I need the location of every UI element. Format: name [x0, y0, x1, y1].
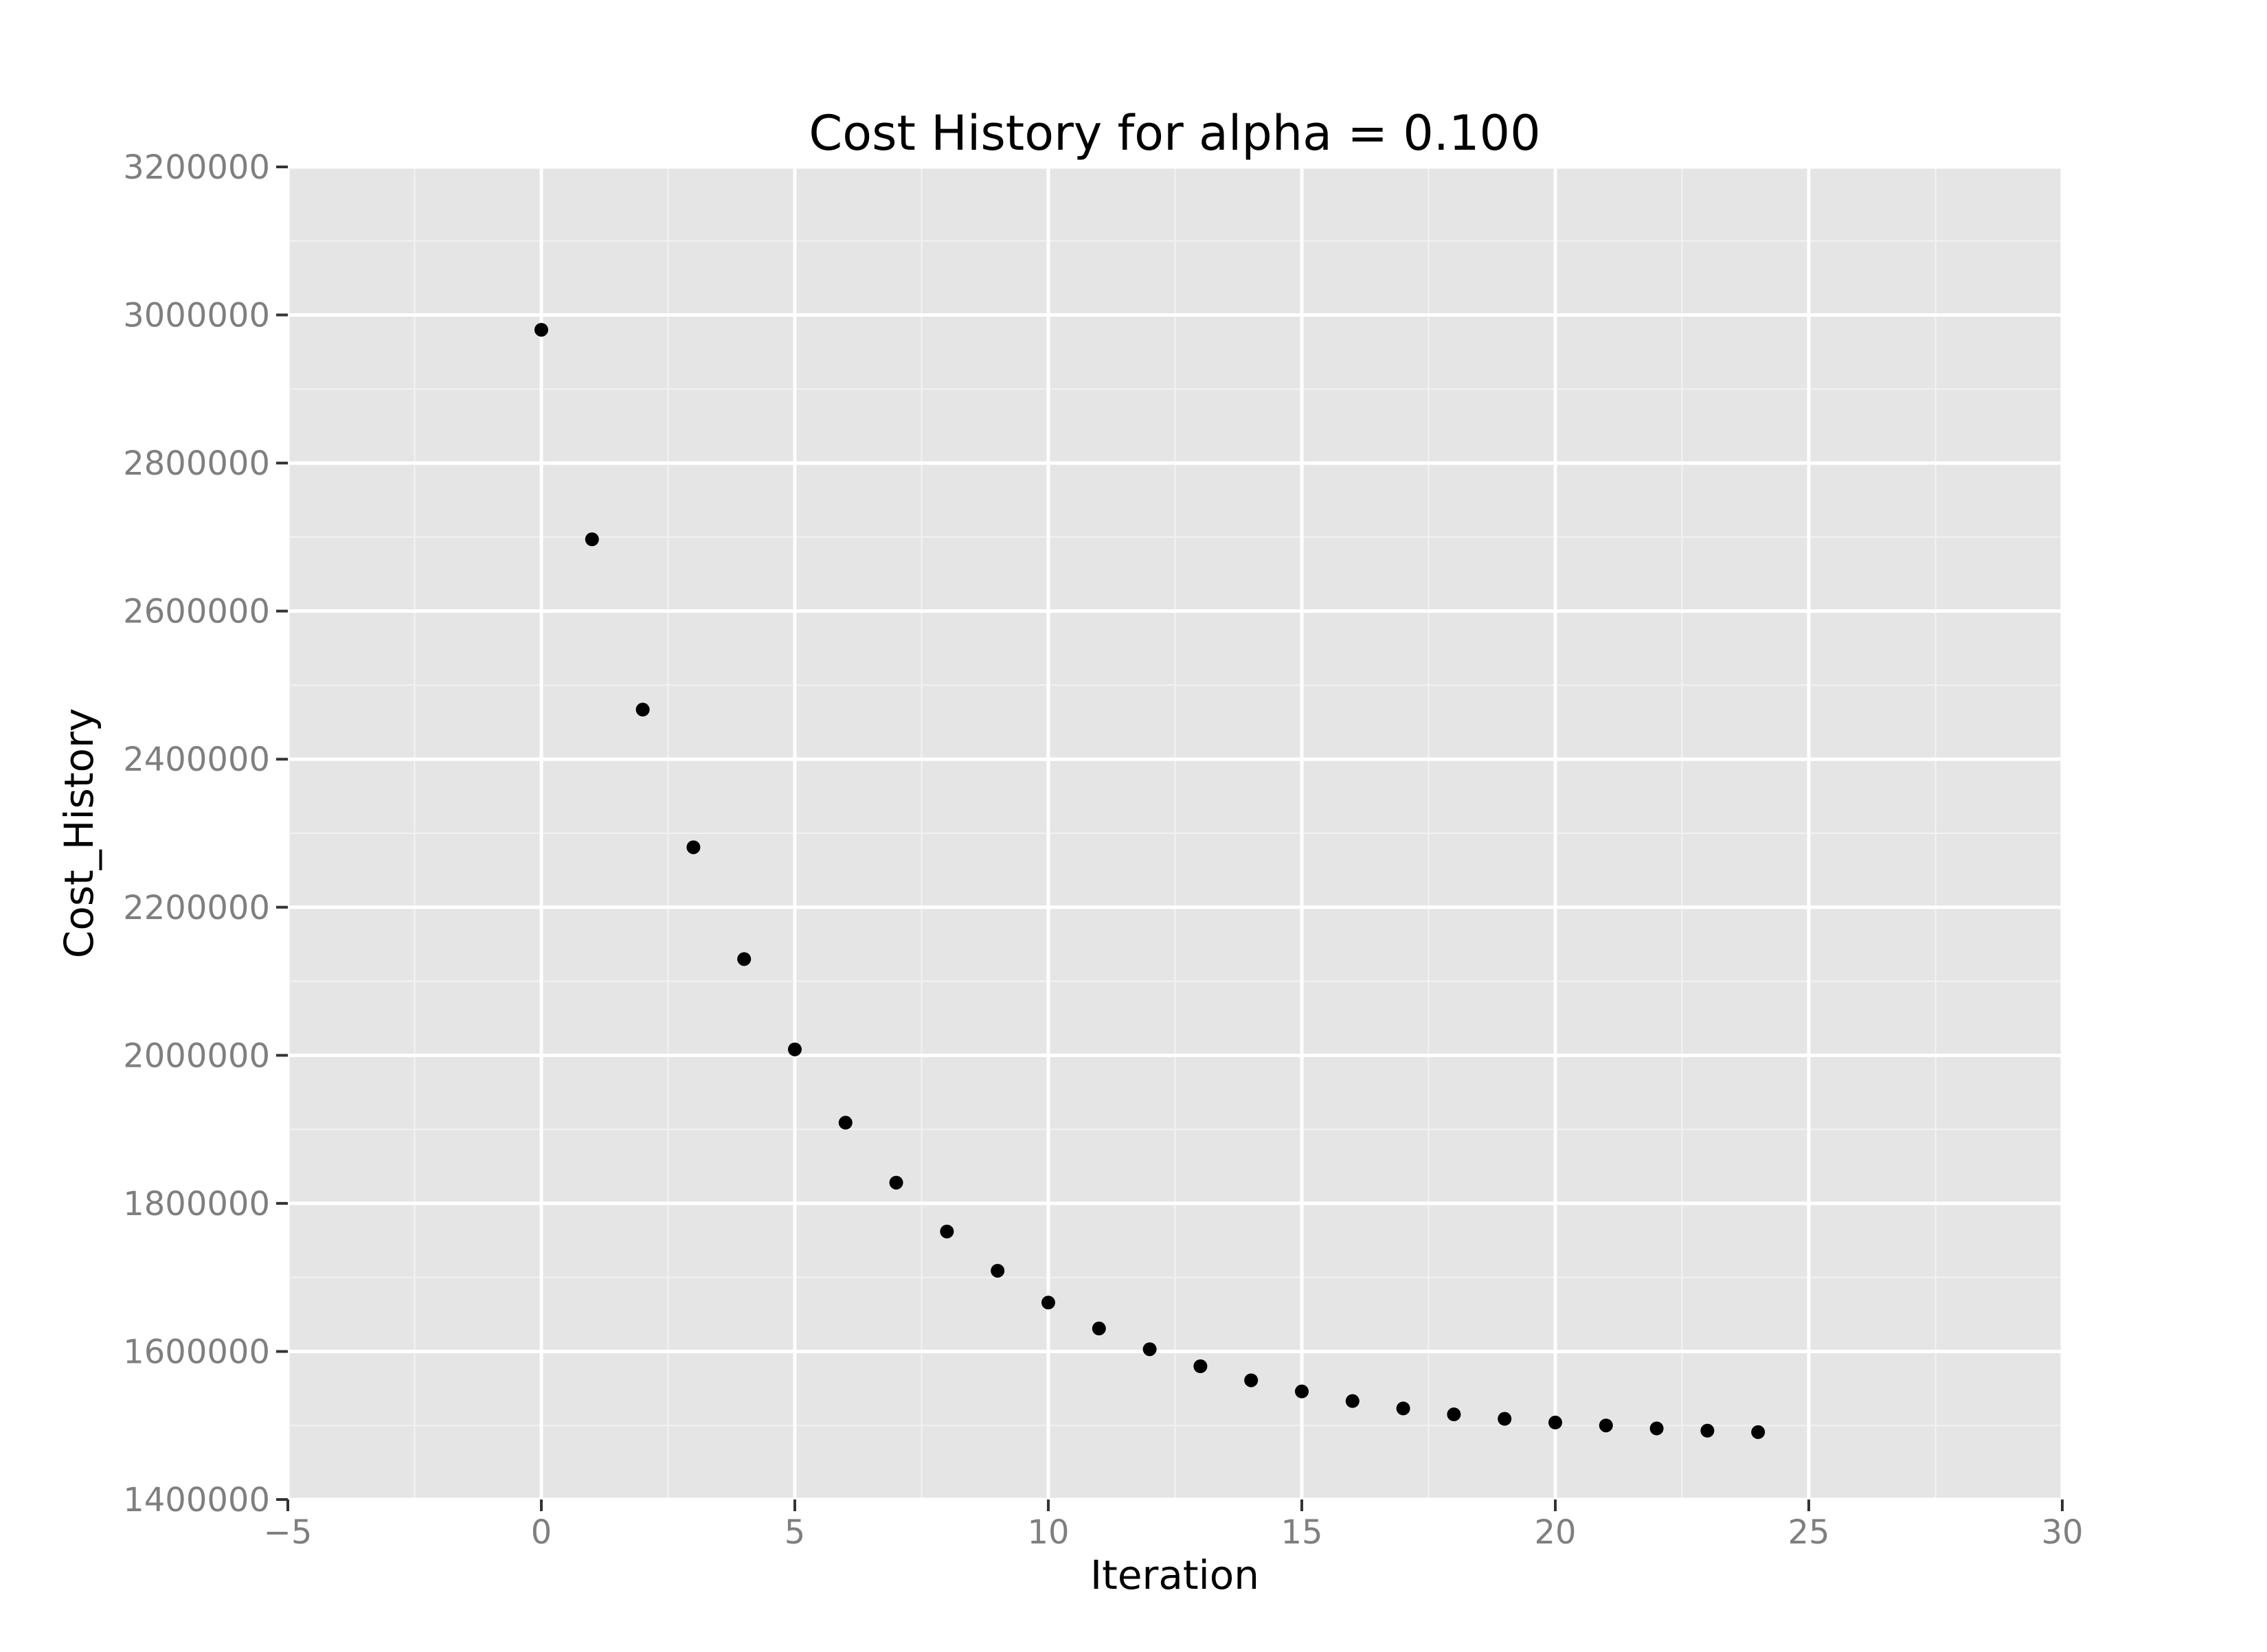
data-point — [1092, 1322, 1106, 1336]
data-point — [1751, 1425, 1766, 1439]
y-tick-label: 2600000 — [123, 593, 270, 631]
x-tick-label: 15 — [1281, 1513, 1322, 1552]
data-point — [1447, 1407, 1461, 1422]
x-tick-label: 0 — [531, 1513, 552, 1552]
data-point — [889, 1175, 903, 1190]
y-tick-label: 2000000 — [123, 1037, 270, 1075]
y-tick-label: 1400000 — [123, 1481, 270, 1519]
data-point — [686, 840, 701, 855]
y-tick-label: 1800000 — [123, 1185, 270, 1223]
data-point — [1345, 1394, 1360, 1408]
data-point — [1295, 1384, 1309, 1399]
x-tick-label: 5 — [785, 1513, 806, 1552]
data-point — [1193, 1359, 1208, 1373]
major-gridlines — [286, 165, 2064, 1502]
data-point — [1599, 1418, 1613, 1433]
y-tick-label: 2400000 — [123, 740, 270, 779]
y-tick-label: 3000000 — [123, 297, 270, 335]
data-point — [1396, 1401, 1410, 1416]
y-tick-labels: 1400000 1600000 1800000 2000000 2200000 24000… — [123, 148, 270, 1519]
y-tick-label: 3200000 — [123, 148, 270, 187]
y-tick-label: 2200000 — [123, 889, 270, 927]
x-tick-label: −5 — [264, 1513, 313, 1552]
data-points — [534, 323, 1766, 1439]
x-tick-label: 25 — [1787, 1513, 1829, 1552]
data-point — [635, 703, 650, 717]
data-point — [1649, 1421, 1664, 1436]
data-point — [838, 1116, 853, 1130]
data-point — [788, 1042, 802, 1056]
x-tick-label: 20 — [1534, 1513, 1576, 1552]
data-point — [1548, 1415, 1562, 1429]
data-point — [1700, 1423, 1715, 1438]
data-point — [737, 952, 752, 966]
x-tick-labels: −5 0 5 10 15 20 25 30 — [264, 1513, 2084, 1552]
data-point — [1498, 1412, 1512, 1426]
y-tick-label: 2800000 — [123, 444, 270, 483]
chart-title: Cost History for alpha = 0.100 — [809, 105, 1540, 161]
x-tick-label: 10 — [1027, 1513, 1069, 1552]
data-point — [991, 1263, 1005, 1278]
x-axis-title: Iteration — [1090, 1552, 1259, 1598]
x-tick-label: 30 — [2041, 1513, 2083, 1552]
minor-gridlines — [288, 167, 2062, 1500]
data-point — [585, 532, 599, 547]
data-point — [1244, 1373, 1259, 1388]
data-point — [940, 1224, 954, 1238]
axis-ticks — [276, 166, 2064, 1511]
y-axis-title: Cost_History — [56, 708, 102, 958]
y-tick-label: 1600000 — [123, 1333, 270, 1371]
data-point — [1041, 1295, 1055, 1310]
data-point — [1142, 1342, 1157, 1357]
data-point — [534, 323, 548, 337]
